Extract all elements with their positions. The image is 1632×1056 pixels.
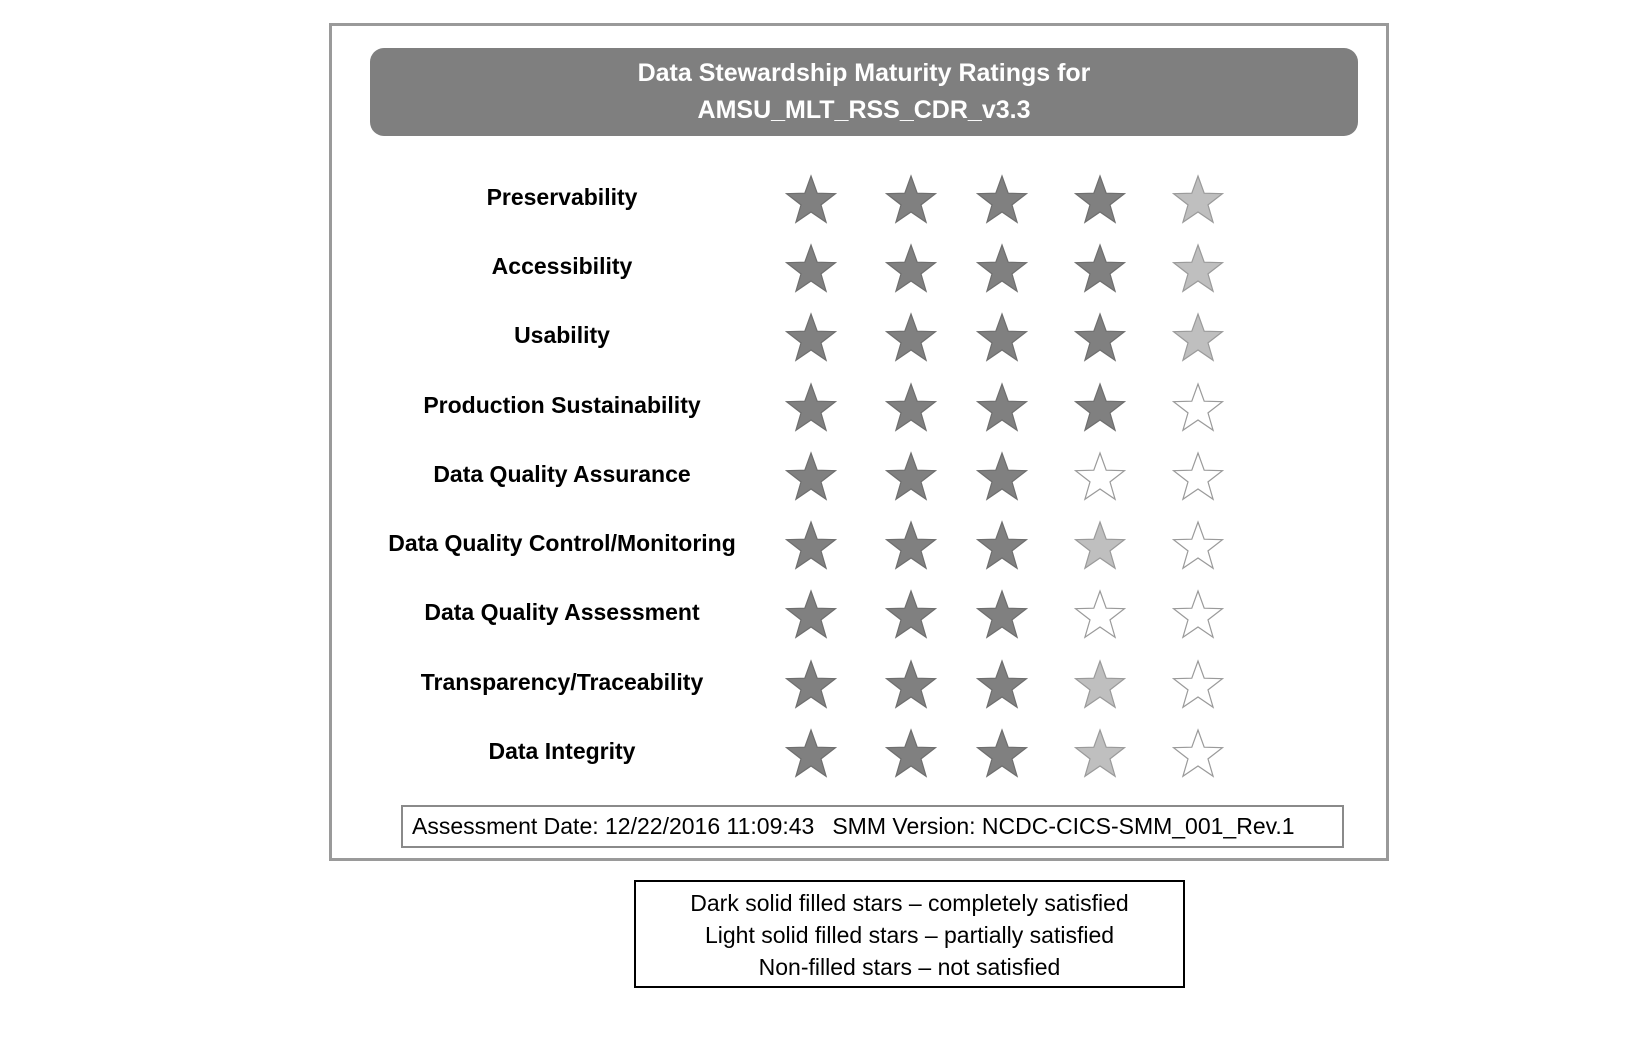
rating-label: Production Sustainability bbox=[423, 392, 701, 418]
rating-row: Accessibility bbox=[332, 239, 1386, 299]
rating-label: Transparency/Traceability bbox=[420, 669, 704, 695]
title-line-2: AMSU_MLT_RSS_CDR_v3.3 bbox=[697, 96, 1031, 124]
star-icon-dark bbox=[885, 312, 937, 362]
star-icon-dark bbox=[785, 520, 837, 570]
star-icon-dark bbox=[885, 243, 937, 293]
star-icon-light bbox=[1172, 312, 1224, 362]
star-icon-dark bbox=[976, 312, 1028, 362]
star-icon-dark bbox=[976, 243, 1028, 293]
rating-row: Data Integrity bbox=[332, 724, 1386, 784]
rating-label: Data Integrity bbox=[488, 738, 636, 764]
star-icon-dark bbox=[1074, 174, 1126, 224]
rating-row: Production Sustainability bbox=[332, 378, 1386, 438]
star-icon-empty bbox=[1074, 589, 1126, 639]
rating-label: Preservability bbox=[486, 184, 638, 210]
rating-label: Data Quality Control/Monitoring bbox=[388, 530, 736, 556]
star-icon-dark bbox=[785, 728, 837, 778]
title-bar: Data Stewardship Maturity Ratings for AM… bbox=[370, 48, 1358, 136]
star-icon-dark bbox=[785, 659, 837, 709]
star-icon-dark bbox=[976, 520, 1028, 570]
star-icon-dark bbox=[976, 589, 1028, 639]
rating-label: Data Quality Assurance bbox=[433, 461, 691, 487]
star-icon-dark bbox=[976, 451, 1028, 501]
star-icon-dark bbox=[885, 382, 937, 432]
legend-light: Light solid filled stars – partially sat… bbox=[704, 922, 1115, 948]
star-icon-dark bbox=[976, 659, 1028, 709]
rating-row: Transparency/Traceability bbox=[332, 655, 1386, 715]
star-icon-dark bbox=[785, 312, 837, 362]
assessment-date: Assessment Date: 12/22/2016 11:09:43 bbox=[412, 813, 815, 839]
rating-row: Preservability bbox=[332, 170, 1386, 230]
star-icon-dark bbox=[785, 243, 837, 293]
legend-empty: Non-filled stars – not satisfied bbox=[758, 954, 1061, 980]
star-icon-light bbox=[1172, 174, 1224, 224]
star-icon-dark bbox=[785, 451, 837, 501]
star-icon-light bbox=[1074, 659, 1126, 709]
star-icon-empty bbox=[1172, 589, 1224, 639]
rating-row: Data Quality Control/Monitoring bbox=[332, 516, 1386, 576]
star-icon-light bbox=[1074, 520, 1126, 570]
star-icon-dark bbox=[976, 728, 1028, 778]
star-icon-empty bbox=[1172, 451, 1224, 501]
star-icon-dark bbox=[885, 451, 937, 501]
star-icon-light bbox=[1074, 728, 1126, 778]
star-icon-dark bbox=[785, 589, 837, 639]
star-icon-dark bbox=[976, 382, 1028, 432]
rating-row: Usability bbox=[332, 308, 1386, 368]
star-icon-empty bbox=[1074, 451, 1126, 501]
assessment-info-box: Assessment Date: 12/22/2016 11:09:43 SMM … bbox=[401, 805, 1344, 848]
star-icon-empty bbox=[1172, 659, 1224, 709]
star-icon-light bbox=[1172, 243, 1224, 293]
star-icon-empty bbox=[1172, 728, 1224, 778]
star-icon-empty bbox=[1172, 382, 1224, 432]
star-icon-dark bbox=[885, 174, 937, 224]
star-icon-dark bbox=[1074, 312, 1126, 362]
star-icon-empty bbox=[1172, 520, 1224, 570]
rating-label: Usability bbox=[514, 322, 610, 348]
rating-label: Accessibility bbox=[491, 253, 633, 279]
smm-version: SMM Version: NCDC-CICS-SMM_001_Rev.1 bbox=[832, 813, 1295, 839]
star-icon-dark bbox=[976, 174, 1028, 224]
title-line-1: Data Stewardship Maturity Ratings for bbox=[637, 59, 1091, 87]
star-icon-dark bbox=[885, 520, 937, 570]
rating-row: Data Quality Assessment bbox=[332, 585, 1386, 645]
star-icon-dark bbox=[885, 589, 937, 639]
rating-label: Data Quality Assessment bbox=[424, 599, 700, 625]
maturity-ratings-card: Data Stewardship Maturity Ratings for AM… bbox=[329, 23, 1389, 861]
star-icon-dark bbox=[1074, 243, 1126, 293]
star-icon-dark bbox=[785, 174, 837, 224]
star-icon-dark bbox=[785, 382, 837, 432]
star-icon-dark bbox=[885, 659, 937, 709]
star-icon-dark bbox=[885, 728, 937, 778]
star-legend: Dark solid filled stars – completely sat… bbox=[634, 880, 1185, 988]
star-icon-dark bbox=[1074, 382, 1126, 432]
rating-row: Data Quality Assurance bbox=[332, 447, 1386, 507]
legend-dark: Dark solid filled stars – completely sat… bbox=[690, 890, 1129, 916]
